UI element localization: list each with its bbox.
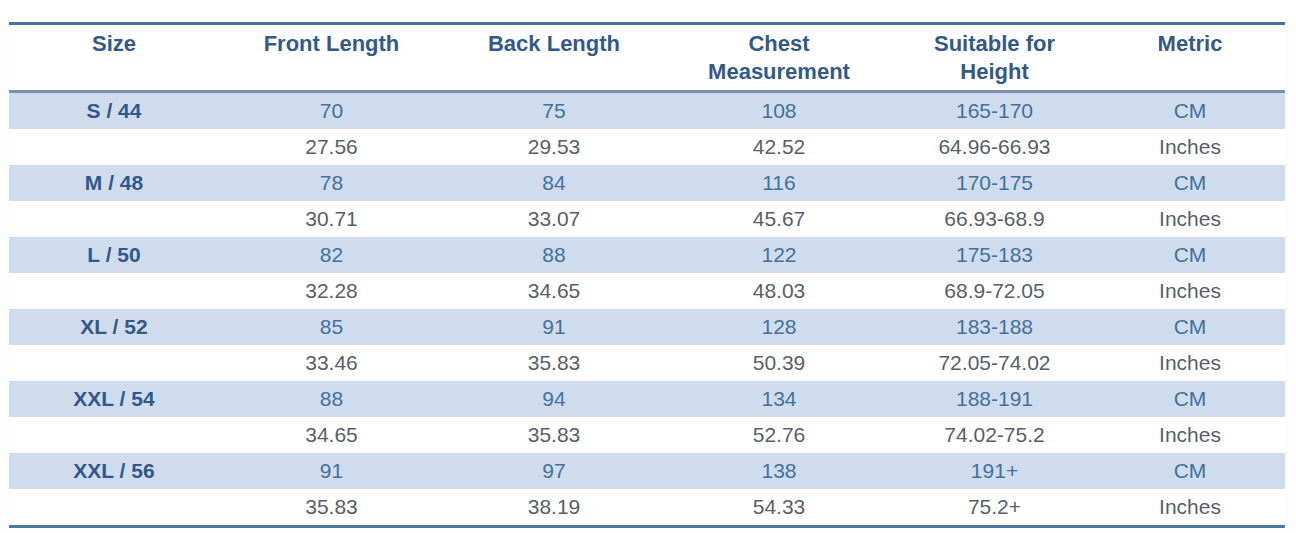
cell-back-length: 38.19: [444, 489, 664, 527]
table-row-xxl54-inches: 34.65 35.83 52.76 74.02-75.2 Inches: [9, 417, 1285, 453]
cell-metric: CM: [1095, 309, 1285, 345]
cell-metric: CM: [1095, 381, 1285, 417]
cell-size: [9, 273, 219, 309]
cell-chest-measurement: 116: [664, 165, 894, 201]
cell-size: [9, 345, 219, 381]
cell-back-length: 91: [444, 309, 664, 345]
cell-size: [9, 417, 219, 453]
column-header-chest-measurement: Chest Measurement: [664, 24, 894, 92]
cell-metric: Inches: [1095, 129, 1285, 165]
cell-chest-measurement: 42.52: [664, 129, 894, 165]
cell-metric: CM: [1095, 165, 1285, 201]
cell-front-length: 82: [219, 237, 444, 273]
cell-back-length: 35.83: [444, 345, 664, 381]
table-row-xxl54-cm: XXL / 54 88 94 134 188-191 CM: [9, 381, 1285, 417]
cell-chest-measurement: 45.67: [664, 201, 894, 237]
cell-back-length: 35.83: [444, 417, 664, 453]
table-row-xl52-cm: XL / 52 85 91 128 183-188 CM: [9, 309, 1285, 345]
cell-suitable-height: 175-183: [894, 237, 1095, 273]
cell-metric: CM: [1095, 237, 1285, 273]
cell-back-length: 88: [444, 237, 664, 273]
header-row: Size Front Length Back Length Chest Meas…: [9, 24, 1285, 92]
cell-back-length: 34.65: [444, 273, 664, 309]
cell-front-length: 88: [219, 381, 444, 417]
table-row-xxl56-cm: XXL / 56 91 97 138 191+ CM: [9, 453, 1285, 489]
cell-metric: CM: [1095, 92, 1285, 130]
cell-suitable-height: 75.2+: [894, 489, 1095, 527]
cell-back-length: 97: [444, 453, 664, 489]
cell-size: [9, 129, 219, 165]
cell-size: M / 48: [9, 165, 219, 201]
cell-front-length: 91: [219, 453, 444, 489]
cell-size: XXL / 54: [9, 381, 219, 417]
cell-back-length: 94: [444, 381, 664, 417]
cell-size: [9, 489, 219, 527]
cell-suitable-height: 72.05-74.02: [894, 345, 1095, 381]
column-header-suitable-for-height: Suitable for Height: [894, 24, 1095, 92]
column-header-front-length: Front Length: [219, 24, 444, 92]
cell-metric: Inches: [1095, 201, 1285, 237]
cell-chest-measurement: 108: [664, 92, 894, 130]
cell-suitable-height: 170-175: [894, 165, 1095, 201]
cell-front-length: 78: [219, 165, 444, 201]
table-row-l50-inches: 32.28 34.65 48.03 68.9-72.05 Inches: [9, 273, 1285, 309]
cell-metric: Inches: [1095, 345, 1285, 381]
table-row-s44-inches: 27.56 29.53 42.52 64.96-66.93 Inches: [9, 129, 1285, 165]
cell-chest-measurement: 52.76: [664, 417, 894, 453]
cell-front-length: 35.83: [219, 489, 444, 527]
cell-size: [9, 201, 219, 237]
cell-suitable-height: 188-191: [894, 381, 1095, 417]
cell-front-length: 34.65: [219, 417, 444, 453]
cell-size: XXL / 56: [9, 453, 219, 489]
cell-metric: CM: [1095, 453, 1285, 489]
cell-metric: Inches: [1095, 417, 1285, 453]
cell-suitable-height: 74.02-75.2: [894, 417, 1095, 453]
cell-size: L / 50: [9, 237, 219, 273]
cell-suitable-height: 68.9-72.05: [894, 273, 1095, 309]
table-row-m48-inches: 30.71 33.07 45.67 66.93-68.9 Inches: [9, 201, 1285, 237]
cell-metric: Inches: [1095, 489, 1285, 527]
size-chart-table: Size Front Length Back Length Chest Meas…: [9, 22, 1285, 528]
cell-front-length: 70: [219, 92, 444, 130]
table-row-xl52-inches: 33.46 35.83 50.39 72.05-74.02 Inches: [9, 345, 1285, 381]
cell-back-length: 75: [444, 92, 664, 130]
cell-chest-measurement: 54.33: [664, 489, 894, 527]
cell-suitable-height: 66.93-68.9: [894, 201, 1095, 237]
cell-back-length: 29.53: [444, 129, 664, 165]
cell-size: XL / 52: [9, 309, 219, 345]
cell-chest-measurement: 122: [664, 237, 894, 273]
cell-chest-measurement: 134: [664, 381, 894, 417]
cell-suitable-height: 191+: [894, 453, 1095, 489]
column-header-size: Size: [9, 24, 219, 92]
size-chart-page: Size Front Length Back Length Chest Meas…: [0, 22, 1296, 533]
cell-front-length: 30.71: [219, 201, 444, 237]
cell-back-length: 33.07: [444, 201, 664, 237]
cell-back-length: 84: [444, 165, 664, 201]
table-row-xxl56-inches: 35.83 38.19 54.33 75.2+ Inches: [9, 489, 1285, 527]
cell-chest-measurement: 128: [664, 309, 894, 345]
cell-chest-measurement: 50.39: [664, 345, 894, 381]
cell-suitable-height: 183-188: [894, 309, 1095, 345]
cell-front-length: 33.46: [219, 345, 444, 381]
cell-front-length: 27.56: [219, 129, 444, 165]
cell-metric: Inches: [1095, 273, 1285, 309]
column-header-back-length: Back Length: [444, 24, 664, 92]
cell-chest-measurement: 138: [664, 453, 894, 489]
table-row-m48-cm: M / 48 78 84 116 170-175 CM: [9, 165, 1285, 201]
cell-suitable-height: 64.96-66.93: [894, 129, 1095, 165]
column-header-metric: Metric: [1095, 24, 1285, 92]
cell-size: S / 44: [9, 92, 219, 130]
cell-front-length: 85: [219, 309, 444, 345]
cell-suitable-height: 165-170: [894, 92, 1095, 130]
cell-front-length: 32.28: [219, 273, 444, 309]
table-row-s44-cm: S / 44 70 75 108 165-170 CM: [9, 92, 1285, 130]
table-row-l50-cm: L / 50 82 88 122 175-183 CM: [9, 237, 1285, 273]
cell-chest-measurement: 48.03: [664, 273, 894, 309]
